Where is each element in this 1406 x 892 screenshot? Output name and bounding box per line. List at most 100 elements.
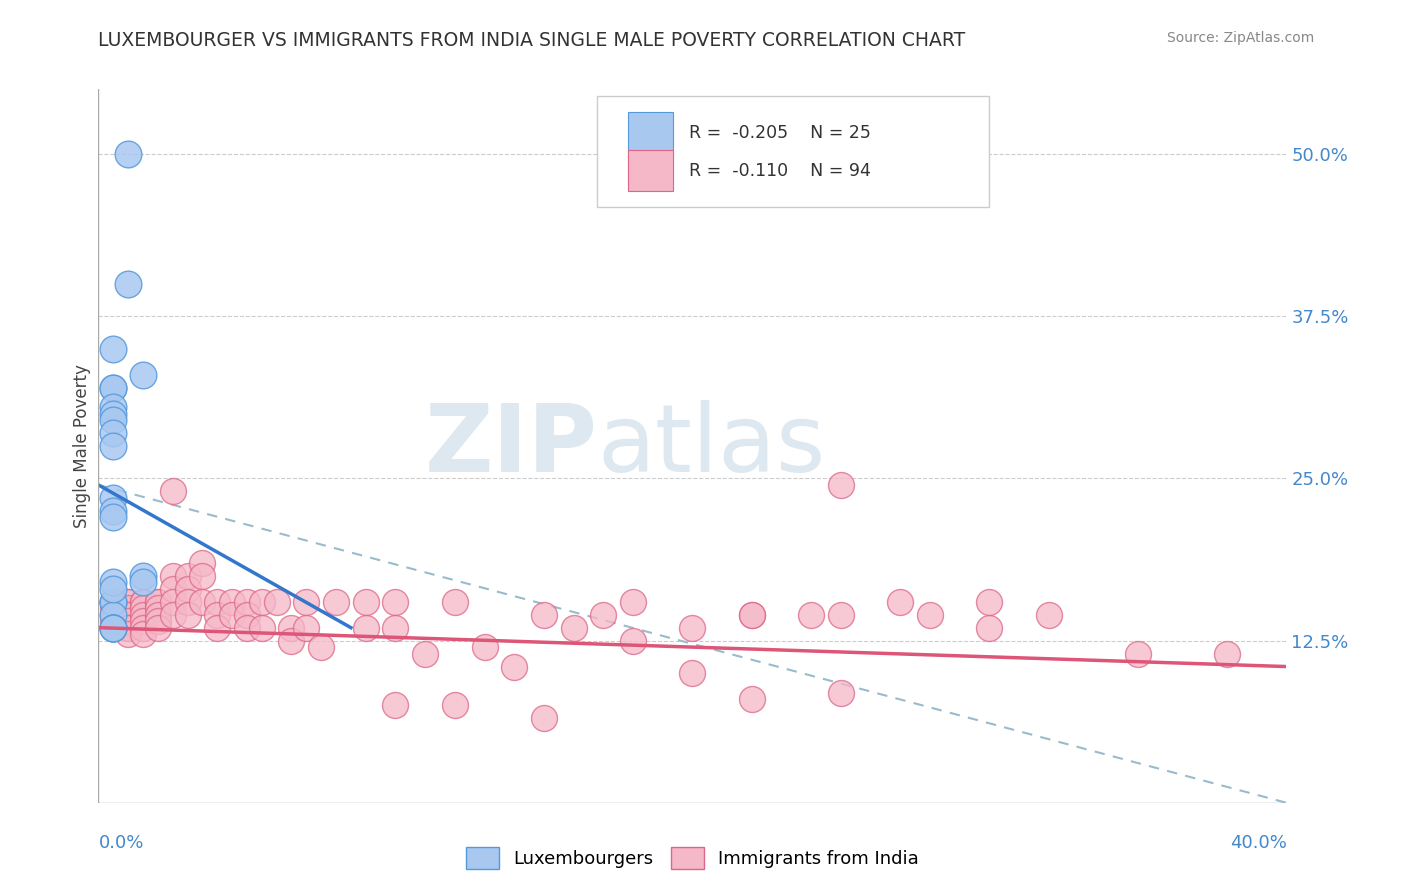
Point	[103, 595, 125, 609]
Point	[443, 595, 465, 609]
Point	[132, 595, 155, 609]
Point	[103, 510, 125, 524]
Point	[250, 621, 273, 635]
Point	[103, 595, 125, 609]
Point	[146, 607, 169, 622]
Point	[103, 607, 125, 622]
Point	[117, 147, 139, 161]
Point	[280, 621, 302, 635]
Point	[533, 607, 555, 622]
Point	[979, 621, 1001, 635]
Point	[103, 381, 125, 395]
Text: 40.0%: 40.0%	[1230, 834, 1286, 852]
Point	[117, 277, 139, 291]
Point	[117, 601, 139, 615]
Point	[103, 607, 125, 622]
Point	[146, 595, 169, 609]
Point	[830, 685, 852, 699]
Point	[132, 601, 155, 615]
Text: atlas: atlas	[598, 400, 825, 492]
Point	[146, 601, 169, 615]
Point	[103, 595, 125, 609]
Bar	[628, 150, 673, 191]
Point	[384, 621, 406, 635]
Point	[221, 595, 243, 609]
Point	[682, 621, 704, 635]
Point	[800, 607, 823, 622]
Point	[1126, 647, 1149, 661]
Point	[103, 621, 125, 635]
Point	[103, 607, 125, 622]
Point	[176, 582, 198, 596]
Text: R =  -0.205    N = 25: R = -0.205 N = 25	[689, 124, 870, 142]
Point	[103, 621, 125, 635]
Point	[207, 621, 229, 635]
Point	[117, 595, 139, 609]
Text: LUXEMBOURGER VS IMMIGRANTS FROM INDIA SINGLE MALE POVERTY CORRELATION CHART: LUXEMBOURGER VS IMMIGRANTS FROM INDIA SI…	[98, 31, 966, 50]
Point	[117, 614, 139, 628]
Point	[103, 601, 125, 615]
Point	[354, 595, 377, 609]
Point	[176, 568, 198, 582]
Point	[103, 614, 125, 628]
Point	[236, 607, 259, 622]
Point	[621, 633, 644, 648]
Point	[117, 621, 139, 635]
Text: Source: ZipAtlas.com: Source: ZipAtlas.com	[1167, 31, 1315, 45]
Point	[889, 595, 911, 609]
Point	[103, 595, 125, 609]
Point	[103, 425, 125, 440]
Point	[384, 698, 406, 713]
Point	[103, 504, 125, 518]
Point	[103, 582, 125, 596]
Point	[920, 607, 942, 622]
Text: R =  -0.110    N = 94: R = -0.110 N = 94	[689, 161, 870, 179]
Point	[117, 595, 139, 609]
Point	[503, 659, 526, 673]
Point	[830, 478, 852, 492]
Point	[207, 607, 229, 622]
Point	[309, 640, 332, 654]
Point	[162, 607, 184, 622]
Point	[592, 607, 614, 622]
Point	[979, 595, 1001, 609]
Point	[103, 595, 125, 609]
Point	[1216, 647, 1239, 661]
Point	[221, 607, 243, 622]
Point	[103, 621, 125, 635]
Point	[103, 381, 125, 395]
Point	[384, 595, 406, 609]
Point	[132, 621, 155, 635]
Point	[146, 595, 169, 609]
Point	[103, 621, 125, 635]
Point	[103, 595, 125, 609]
Point	[250, 595, 273, 609]
Point	[741, 607, 763, 622]
Point	[266, 595, 288, 609]
Point	[103, 595, 125, 609]
Point	[132, 614, 155, 628]
Point	[103, 342, 125, 356]
Point	[1038, 607, 1060, 622]
Point	[117, 627, 139, 641]
Y-axis label: Single Male Poverty: Single Male Poverty	[73, 364, 91, 528]
Point	[413, 647, 436, 661]
Point	[103, 439, 125, 453]
Point	[132, 568, 155, 582]
Point	[146, 621, 169, 635]
Point	[280, 633, 302, 648]
Point	[236, 595, 259, 609]
Point	[103, 491, 125, 505]
Point	[295, 595, 318, 609]
Point	[132, 607, 155, 622]
Point	[117, 607, 139, 622]
Point	[295, 621, 318, 635]
Point	[325, 595, 347, 609]
Text: ZIP: ZIP	[425, 400, 598, 492]
Point	[207, 595, 229, 609]
FancyBboxPatch shape	[598, 96, 990, 207]
Point	[191, 568, 214, 582]
Point	[132, 368, 155, 382]
Text: 0.0%: 0.0%	[98, 834, 143, 852]
Point	[741, 692, 763, 706]
